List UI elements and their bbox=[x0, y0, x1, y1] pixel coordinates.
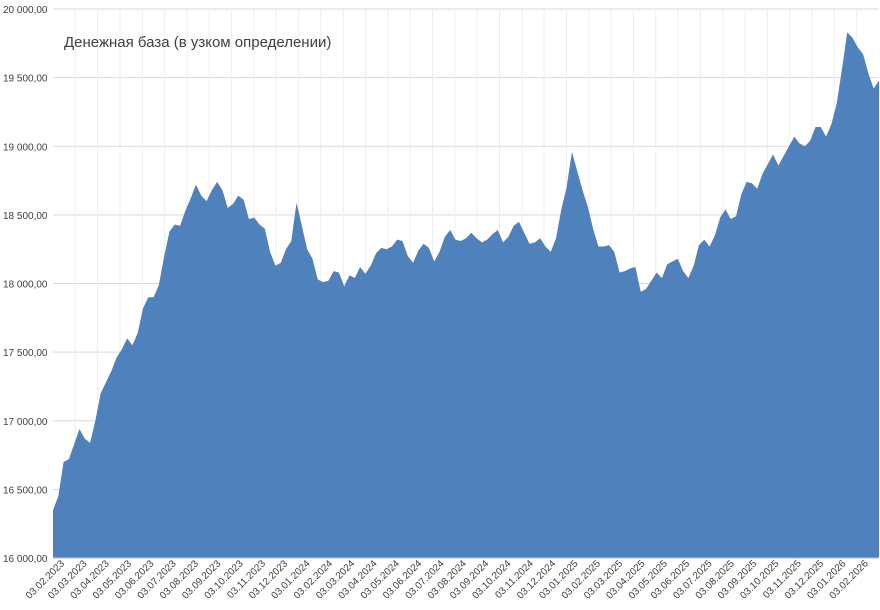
y-tick-label: 20 000,00 bbox=[3, 5, 48, 16]
y-tick-label: 18 000,00 bbox=[3, 280, 48, 291]
chart-title: Денежная база (в узком определении) bbox=[64, 34, 331, 51]
y-tick-label: 17 500,00 bbox=[3, 348, 48, 359]
y-tick-label: 19 000,00 bbox=[3, 142, 48, 153]
y-tick-label: 19 500,00 bbox=[3, 74, 48, 85]
y-tick-label: 18 500,00 bbox=[3, 211, 48, 222]
area-fill bbox=[53, 32, 879, 558]
x-axis: 03.02.202303.03.202303.04.202303.05.2023… bbox=[24, 557, 879, 602]
area-series bbox=[53, 32, 879, 558]
y-tick-label: 17 000,00 bbox=[3, 417, 48, 428]
y-axis: 16 000,00 16 500,00 17 000,00 17 500,00 18 0… bbox=[3, 5, 48, 565]
y-tick-label: 16 500,00 bbox=[3, 485, 48, 496]
y-tick-label: 16 000,00 bbox=[3, 554, 48, 565]
